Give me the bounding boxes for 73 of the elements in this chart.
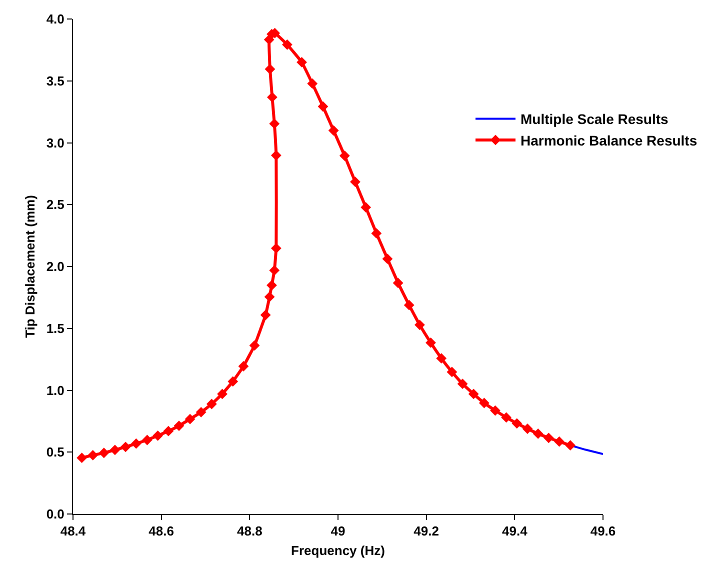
- y-tick-label: 1.5: [46, 320, 64, 336]
- point: [339, 150, 350, 161]
- point: [522, 424, 533, 434]
- point: [110, 444, 120, 456]
- y-tick-label: 0.0: [46, 506, 64, 522]
- point: [436, 353, 447, 364]
- point: [318, 101, 328, 112]
- point: [512, 418, 522, 429]
- point: [98, 448, 110, 458]
- x-tick-label: 49.4: [502, 524, 528, 539]
- point: [196, 406, 206, 418]
- point: [307, 78, 318, 89]
- point: [264, 64, 276, 74]
- point: [554, 436, 564, 447]
- point: [360, 202, 372, 213]
- point: [490, 405, 500, 416]
- legend-label: Harmonic Balance Results: [520, 132, 698, 148]
- point: [238, 361, 249, 372]
- point: [446, 366, 458, 378]
- point: [88, 450, 98, 460]
- y-tick-label: 3.0: [46, 135, 64, 150]
- point: [350, 176, 360, 188]
- point: [269, 118, 280, 129]
- point: [270, 150, 282, 161]
- point: [543, 432, 554, 444]
- point: [249, 340, 260, 351]
- x-tick-label: 48.6: [148, 524, 174, 539]
- point: [296, 56, 307, 68]
- point: [174, 420, 184, 431]
- x-tick-label: 49.6: [590, 524, 616, 539]
- point: [206, 398, 217, 410]
- point: [130, 438, 142, 449]
- point: [228, 376, 238, 387]
- point: [264, 292, 275, 302]
- y-tick-label: 2.5: [46, 197, 64, 212]
- y-axis-title: Tip Displacement (mm): [22, 195, 38, 338]
- point: [152, 430, 163, 441]
- y-tick-label: 2.0: [46, 259, 64, 274]
- point: [142, 434, 152, 446]
- point: [266, 92, 278, 102]
- point: [266, 280, 277, 291]
- x-tick-label: 49.2: [414, 524, 439, 539]
- point: [184, 414, 196, 424]
- point: [282, 39, 292, 50]
- x-tick-label: 48.8: [237, 524, 262, 539]
- point: [565, 440, 576, 451]
- point: [457, 378, 468, 390]
- point: [260, 310, 271, 320]
- point: [404, 300, 414, 310]
- y-tick-label: 3.5: [46, 73, 64, 88]
- y-tick-label: 1.0: [46, 382, 64, 398]
- x-tick-label: 48.4: [60, 524, 86, 539]
- point: [501, 412, 512, 423]
- legend-label: Multiple Scale Results: [520, 111, 669, 128]
- point: [371, 228, 382, 239]
- point: [270, 243, 282, 254]
- point: [532, 428, 544, 439]
- point: [426, 338, 436, 348]
- y-tick-label: 4.0: [46, 12, 64, 27]
- x-tick-label: 49: [330, 524, 346, 539]
- point: [478, 398, 490, 408]
- point: [120, 442, 131, 452]
- point: [392, 278, 404, 288]
- point: [269, 265, 280, 276]
- point: [468, 388, 479, 400]
- point: [328, 125, 339, 136]
- point: [76, 452, 88, 464]
- point: [382, 254, 393, 264]
- point: [414, 320, 425, 330]
- y-tick-label: 0.5: [46, 444, 64, 460]
- point: [217, 388, 228, 400]
- point: [163, 426, 174, 436]
- x-axis-title: Frequency (Hz): [291, 543, 385, 558]
